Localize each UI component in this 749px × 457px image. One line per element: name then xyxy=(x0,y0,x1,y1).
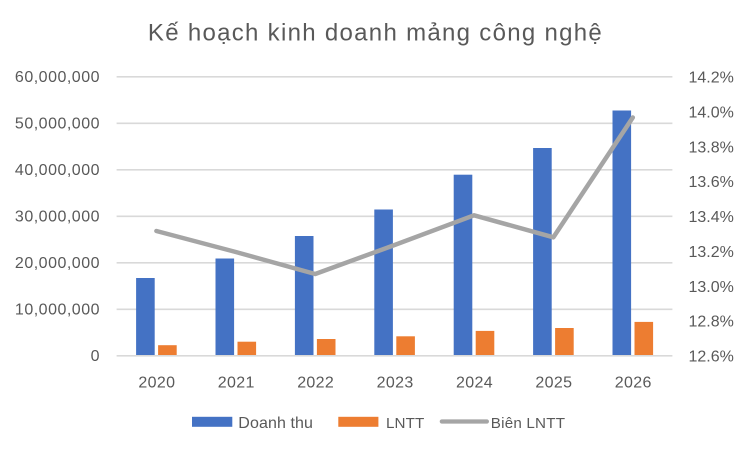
svg-text:13.8%: 13.8% xyxy=(689,139,734,156)
svg-text:40,000,000: 40,000,000 xyxy=(15,162,100,179)
svg-text:Kế hoạch kinh doanh mảng công: Kế hoạch kinh doanh mảng công nghệ xyxy=(148,20,603,47)
svg-text:2026: 2026 xyxy=(615,374,652,391)
svg-text:2024: 2024 xyxy=(456,374,493,391)
svg-text:2021: 2021 xyxy=(218,374,255,391)
svg-text:10,000,000: 10,000,000 xyxy=(15,302,100,319)
svg-text:30,000,000: 30,000,000 xyxy=(15,209,100,226)
svg-text:13.4%: 13.4% xyxy=(689,209,734,226)
svg-text:14.2%: 14.2% xyxy=(689,70,734,87)
svg-text:20,000,000: 20,000,000 xyxy=(15,255,100,272)
svg-text:Biên LNTT: Biên LNTT xyxy=(491,415,565,432)
svg-text:12.6%: 12.6% xyxy=(689,349,734,366)
svg-text:2023: 2023 xyxy=(377,374,414,391)
svg-text:2022: 2022 xyxy=(297,374,334,391)
svg-text:0: 0 xyxy=(91,348,100,365)
svg-text:14.0%: 14.0% xyxy=(689,105,734,122)
svg-text:12.8%: 12.8% xyxy=(689,314,734,331)
svg-text:Doanh thu: Doanh thu xyxy=(238,415,313,432)
svg-text:13.2%: 13.2% xyxy=(689,244,734,261)
svg-text:50,000,000: 50,000,000 xyxy=(15,116,100,133)
svg-text:2025: 2025 xyxy=(535,374,572,391)
svg-text:2020: 2020 xyxy=(138,374,175,391)
svg-text:13.6%: 13.6% xyxy=(689,174,734,191)
svg-text:LNTT: LNTT xyxy=(386,415,424,432)
svg-text:60,000,000: 60,000,000 xyxy=(15,69,100,86)
svg-text:13.0%: 13.0% xyxy=(689,279,734,296)
